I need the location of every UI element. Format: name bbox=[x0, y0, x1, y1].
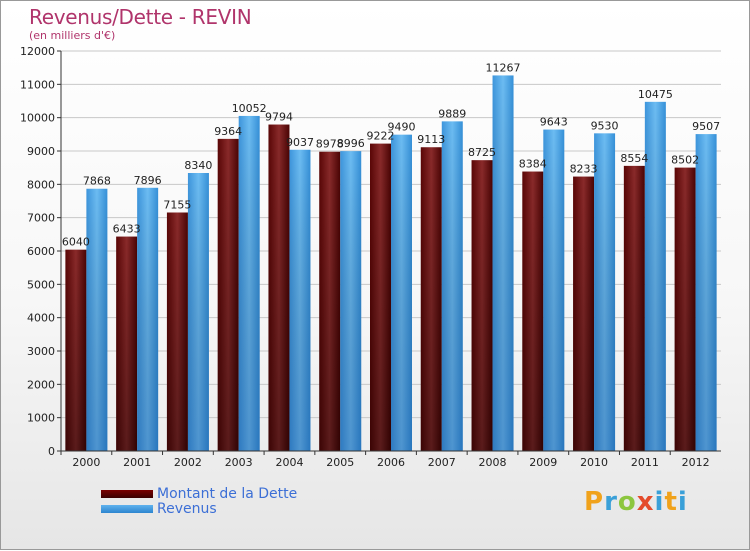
y-tick-label: 11000 bbox=[20, 78, 55, 91]
data-label-revenus: 11267 bbox=[486, 61, 521, 74]
y-tick-label: 3000 bbox=[27, 345, 55, 358]
data-label-revenus: 8340 bbox=[184, 159, 212, 172]
bar-shade-revenus bbox=[492, 75, 514, 451]
chart-title: Revenus/Dette - REVIN bbox=[29, 5, 252, 29]
data-label-revenus: 9530 bbox=[591, 119, 619, 132]
x-tick-label: 2008 bbox=[479, 456, 507, 469]
data-label-revenus: 9490 bbox=[388, 121, 416, 134]
bar-shade-dette bbox=[522, 171, 544, 452]
data-label-dette: 9364 bbox=[214, 125, 242, 138]
legend-swatch-dette bbox=[101, 490, 153, 498]
data-label-dette: 8384 bbox=[519, 158, 547, 171]
data-label-revenus: 9037 bbox=[286, 136, 314, 149]
bar-shade-revenus bbox=[86, 188, 108, 451]
bar-shade-revenus bbox=[340, 151, 362, 451]
bar-shade-dette bbox=[217, 138, 239, 451]
chart-subtitle: (en milliers d'€) bbox=[29, 29, 116, 42]
x-tick-label: 2009 bbox=[529, 456, 557, 469]
x-tick-label: 2012 bbox=[682, 456, 710, 469]
x-tick-label: 2006 bbox=[377, 456, 405, 469]
x-tick-label: 2000 bbox=[72, 456, 100, 469]
bar-shade-revenus bbox=[137, 187, 159, 452]
x-tick-label: 2003 bbox=[225, 456, 253, 469]
data-label-dette: 8502 bbox=[671, 154, 699, 167]
bar-shade-dette bbox=[471, 160, 493, 451]
bar-shade-revenus bbox=[187, 173, 209, 451]
data-label-dette: 9222 bbox=[367, 130, 395, 143]
y-tick-label: 10000 bbox=[20, 112, 55, 125]
bar-shade-revenus bbox=[441, 121, 463, 451]
y-tick-label: 2000 bbox=[27, 378, 55, 391]
x-tick-label: 2007 bbox=[428, 456, 456, 469]
data-label-dette: 9113 bbox=[417, 133, 445, 146]
data-label-dette: 6433 bbox=[113, 223, 141, 236]
proxiti-logo: Proxiti bbox=[584, 487, 688, 517]
x-tick-label: 2002 bbox=[174, 456, 202, 469]
bar-shade-dette bbox=[319, 151, 341, 451]
data-label-dette: 8554 bbox=[620, 152, 648, 165]
bar-shade-dette bbox=[623, 165, 645, 451]
bar-shade-revenus bbox=[644, 101, 666, 451]
y-tick-label: 7000 bbox=[27, 212, 55, 225]
bar-shade-dette bbox=[674, 167, 696, 451]
legend-label-dette: Montant de la Dette bbox=[157, 486, 298, 502]
x-tick-label: 2004 bbox=[275, 456, 303, 469]
data-label-dette: 8725 bbox=[468, 146, 496, 159]
data-label-revenus: 9643 bbox=[540, 116, 568, 129]
x-tick-label: 2005 bbox=[326, 456, 354, 469]
y-tick-label: 5000 bbox=[27, 278, 55, 291]
bar-shade-revenus bbox=[391, 134, 412, 451]
bar-shade-dette bbox=[420, 147, 442, 451]
y-tick-label: 12000 bbox=[20, 45, 55, 58]
bar-shade-revenus bbox=[594, 133, 616, 452]
legend-label-revenus: Revenus bbox=[157, 501, 217, 517]
bar-shade-dette bbox=[573, 176, 595, 452]
data-label-revenus: 10475 bbox=[638, 88, 673, 101]
bar-shade-dette bbox=[65, 249, 87, 451]
data-label-revenus: 8996 bbox=[337, 137, 365, 150]
y-tick-label: 4000 bbox=[27, 312, 55, 325]
data-label-revenus: 9889 bbox=[438, 107, 466, 120]
bar-shade-dette bbox=[166, 212, 188, 451]
x-tick-label: 2010 bbox=[580, 456, 608, 469]
data-label-revenus: 9507 bbox=[692, 120, 720, 133]
y-tick-label: 1000 bbox=[27, 412, 55, 425]
bar-shade-revenus bbox=[543, 129, 565, 452]
data-label-dette: 6040 bbox=[62, 236, 90, 249]
y-tick-label: 9000 bbox=[27, 145, 55, 158]
bar-shade-revenus bbox=[695, 134, 717, 451]
bar-shade-revenus bbox=[289, 149, 311, 451]
data-label-revenus: 10052 bbox=[232, 102, 267, 115]
x-tick-label: 2001 bbox=[123, 456, 151, 469]
data-label-dette: 8233 bbox=[570, 163, 598, 176]
legend-swatch-revenus bbox=[101, 505, 153, 513]
y-tick-label: 8000 bbox=[27, 178, 55, 191]
data-label-revenus: 7896 bbox=[134, 174, 162, 187]
data-label-dette: 9794 bbox=[265, 111, 293, 124]
bar-shade-dette bbox=[370, 143, 391, 451]
data-label-revenus: 7868 bbox=[83, 175, 111, 188]
y-tick-label: 6000 bbox=[27, 245, 55, 258]
data-label-dette: 8978 bbox=[316, 138, 344, 151]
bar-shade-revenus bbox=[238, 115, 260, 451]
bar-shade-dette bbox=[116, 236, 138, 451]
x-tick-label: 2011 bbox=[631, 456, 659, 469]
y-tick-label: 0 bbox=[48, 445, 55, 458]
data-label-dette: 7155 bbox=[163, 199, 191, 212]
bar-shade-dette bbox=[268, 124, 290, 452]
